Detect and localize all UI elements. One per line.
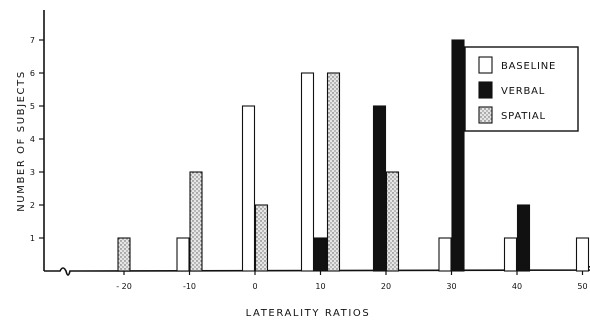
bar-verbal-20 — [372, 105, 387, 272]
bar-spatial-neg20 — [117, 237, 131, 272]
bar-baseline-40 — [503, 237, 518, 272]
y-tick-label: 5 — [30, 102, 35, 111]
bar-baseline-30 — [438, 237, 452, 272]
legend-label-baseline: BASELINE — [501, 61, 556, 72]
x-tick-label: 0 — [252, 282, 257, 291]
y-tick-label: 2 — [30, 201, 35, 210]
y-tick-label: 6 — [30, 69, 35, 78]
x-tick-label: 20 — [381, 282, 391, 291]
y-tick-label: 4 — [30, 135, 35, 144]
y-tick-label: 7 — [30, 36, 35, 45]
x-tick-label: - 20 — [116, 282, 132, 291]
y-tick-label: 1 — [30, 234, 35, 243]
bar-baseline-0 — [241, 105, 256, 272]
bar-baseline-50 — [575, 237, 590, 272]
legend-swatch-verbal — [478, 81, 493, 99]
bar-spatial-20 — [385, 171, 400, 272]
x-tick-label: -10 — [183, 282, 196, 291]
bar-baseline-10 — [300, 72, 315, 272]
x-tick-label: 40 — [512, 282, 522, 291]
x-tick-label: 50 — [577, 282, 587, 291]
legend-label-verbal: VERBAL — [501, 86, 545, 97]
legend-swatch-spatial — [478, 106, 493, 124]
x-axis — [44, 263, 590, 276]
bar-spatial-neg10 — [189, 171, 203, 272]
legend-swatch-baseline — [478, 56, 493, 74]
x-tick-label: 10 — [315, 282, 325, 291]
y-axis-title: NUMBER OF SUBJECTS — [16, 70, 27, 212]
legend-label-spatial: SPATIAL — [501, 111, 546, 122]
bar-verbal-10 — [313, 237, 328, 272]
bar-verbal-30 — [451, 39, 465, 272]
x-tick-label: 30 — [446, 282, 456, 291]
legend: BASELINE VERBAL SPATIAL — [464, 46, 579, 132]
bar-spatial-0 — [254, 204, 269, 272]
bar-spatial-10 — [326, 72, 341, 272]
bar-verbal-40 — [516, 204, 531, 272]
bar-baseline-neg10 — [176, 237, 190, 272]
y-tick-label: 3 — [30, 168, 35, 177]
x-axis-title: LATERALITY RATIOS — [246, 308, 371, 319]
